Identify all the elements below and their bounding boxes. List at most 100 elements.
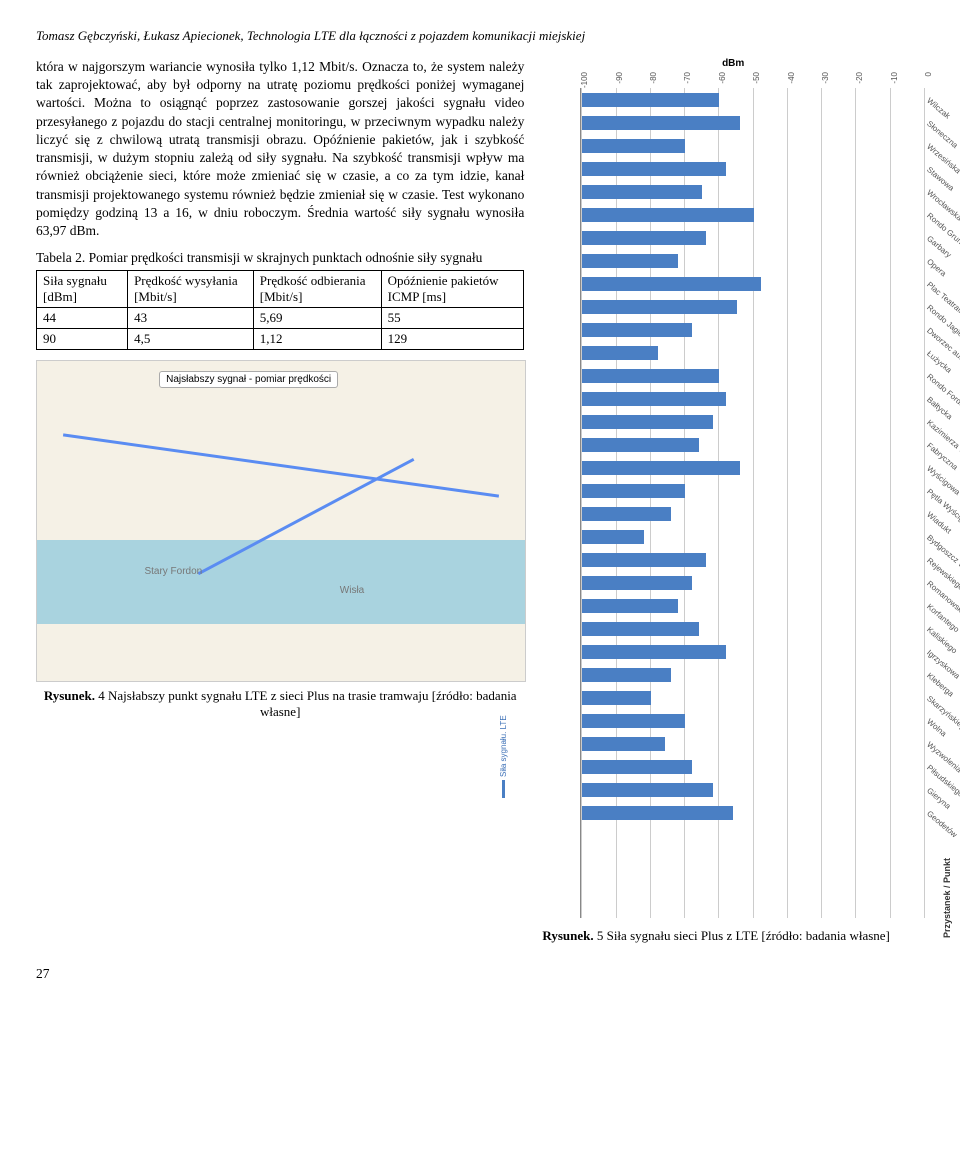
map-route (63, 433, 499, 497)
chart-x-tick-label: -80 (649, 72, 658, 84)
chart-row: Rondo Fordońskie (581, 364, 924, 387)
chart-row: Stawowa (581, 157, 924, 180)
chart-bar (582, 208, 753, 222)
chart-row: Wolna (581, 709, 924, 732)
table-cell: 55 (381, 308, 524, 329)
chart-bar (582, 645, 726, 659)
chart-row-label: Opera (925, 257, 948, 278)
chart-row: Piłsudskiego (581, 755, 924, 778)
chart-bar (582, 691, 651, 705)
chart-legend: Siła sygnału. LTE (499, 715, 508, 798)
chart-bar (582, 507, 671, 521)
chart-row: Bałtycka (581, 387, 924, 410)
measurement-table: Siła sygnału [dBm] Prędkość wysyłania [M… (36, 270, 524, 350)
table-cell: 5,69 (253, 308, 381, 329)
chart-row: Kleberga (581, 663, 924, 686)
table-cell: 90 (37, 329, 128, 350)
table-header: Prędkość wysyłania [Mbit/s] (128, 271, 254, 308)
chart-row: Słoneczna (581, 111, 924, 134)
chart-row: Plac Teatralny (581, 272, 924, 295)
chart-bar (582, 93, 719, 107)
figure-caption-text: 5 Siła sygnału sieci Plus z LTE [źródło:… (594, 928, 890, 943)
table-header-row: Siła sygnału [dBm] Prędkość wysyłania [M… (37, 271, 524, 308)
chart-bar (582, 553, 705, 567)
chart-row: Pętla Wyścigowa (581, 479, 924, 502)
chart-bar (582, 300, 736, 314)
chart-bar (582, 116, 740, 130)
chart-plot-area: WilczakSłonecznaWrzesińskaStawowaWrocław… (580, 88, 924, 918)
chart-bar (582, 438, 698, 452)
figure-label: Rysunek. (542, 928, 593, 943)
chart-row: Gieryna (581, 778, 924, 801)
map-figure: Najsłabszy sygnał - pomiar prędkości Sta… (36, 360, 526, 682)
table-cell: 129 (381, 329, 524, 350)
signal-strength-chart: dBm -100-90-80-70-60-50-40-30-20-100 Wil… (542, 58, 924, 918)
chart-row: Skarzyńskiego (581, 686, 924, 709)
chart-bar (582, 599, 678, 613)
table-cell: 4,5 (128, 329, 254, 350)
chart-x-tick-label: -10 (890, 72, 899, 84)
right-column: dBm -100-90-80-70-60-50-40-30-20-100 Wil… (542, 58, 924, 944)
chart-row: Łużycka (581, 341, 924, 364)
chart-row: Opera (581, 249, 924, 272)
chart-bar (582, 277, 760, 291)
table-caption: Tabela 2. Pomiar prędkości transmisji w … (36, 250, 524, 266)
chart-x-ticks: -100-90-80-70-60-50-40-30-20-100 (580, 72, 924, 86)
chart-row: Wrzesińska (581, 134, 924, 157)
chart-row: Wyścigowa (581, 456, 924, 479)
table-header: Prędkość odbierania [Mbit/s] (253, 271, 381, 308)
legend-label: Siła sygnału. LTE (499, 715, 508, 777)
map-place-label: Stary Fordon (144, 566, 202, 577)
chart-row: Geodetów (581, 801, 924, 824)
chart-x-tick-label: -70 (683, 72, 692, 84)
chart-row: Igrzyskowa (581, 640, 924, 663)
chart-row: Wilczak (581, 88, 924, 111)
chart-x-tick-label: -50 (752, 72, 761, 84)
chart-x-tick-label: -90 (615, 72, 624, 84)
chart-bar (582, 346, 657, 360)
chart-row: Rejewskiego (581, 548, 924, 571)
chart-row: Wiadukt (581, 502, 924, 525)
chart-row: Wrocławska (581, 180, 924, 203)
figure-caption-text: 4 Najsłabszy punkt sygnału LTE z sieci P… (95, 688, 517, 719)
chart-x-tick-label: 0 (924, 72, 933, 76)
table-row: 90 4,5 1,12 129 (37, 329, 524, 350)
chart-row-label: Wolna (925, 717, 948, 738)
page-number: 27 (36, 966, 924, 982)
chart-right-axis-label: Przystanek / Punkt (942, 858, 952, 938)
table-header: Siła sygnału [dBm] (37, 271, 128, 308)
chart-row: Rondo Jagiellonów (581, 295, 924, 318)
chart-row: Kazimierza Wielkiego (581, 410, 924, 433)
chart-bar (582, 530, 644, 544)
table-cell: 44 (37, 308, 128, 329)
table-row: 44 43 5,69 55 (37, 308, 524, 329)
chart-row-label: Geodetów (925, 809, 959, 839)
chart-row: Fabryczna (581, 433, 924, 456)
chart-row: Dworzec autobusowy (581, 318, 924, 341)
chart-x-tick-label: -60 (718, 72, 727, 84)
chart-bar (582, 576, 692, 590)
chart-bar (582, 254, 678, 268)
chart-row: Kaliskiego (581, 617, 924, 640)
chart-row: Wyzwolenia (581, 732, 924, 755)
chart-bar (582, 783, 712, 797)
chart-bar (582, 323, 692, 337)
table-header: Opóźnienie pakietów ICMP [ms] (381, 271, 524, 308)
left-column: która w najgorszym wariancie wynosiła ty… (36, 58, 524, 944)
chart-bar (582, 231, 705, 245)
chart-bar (582, 668, 671, 682)
chart-row: Korfantego (581, 594, 924, 617)
map-river (37, 540, 525, 623)
chart-bar (582, 461, 740, 475)
chart-bar (582, 415, 712, 429)
chart-row: Rondo Grunwaldzkie (581, 203, 924, 226)
chart-bar (582, 185, 702, 199)
chart-row: Garbary (581, 226, 924, 249)
chart-title: dBm (542, 58, 924, 69)
legend-swatch (503, 780, 506, 798)
table-cell: 43 (128, 308, 254, 329)
running-header: Tomasz Gębczyński, Łukasz Apiecionek, Te… (36, 28, 924, 44)
chart-bar (582, 760, 692, 774)
chart-bar (582, 484, 685, 498)
chart-x-tick-label: -30 (821, 72, 830, 84)
